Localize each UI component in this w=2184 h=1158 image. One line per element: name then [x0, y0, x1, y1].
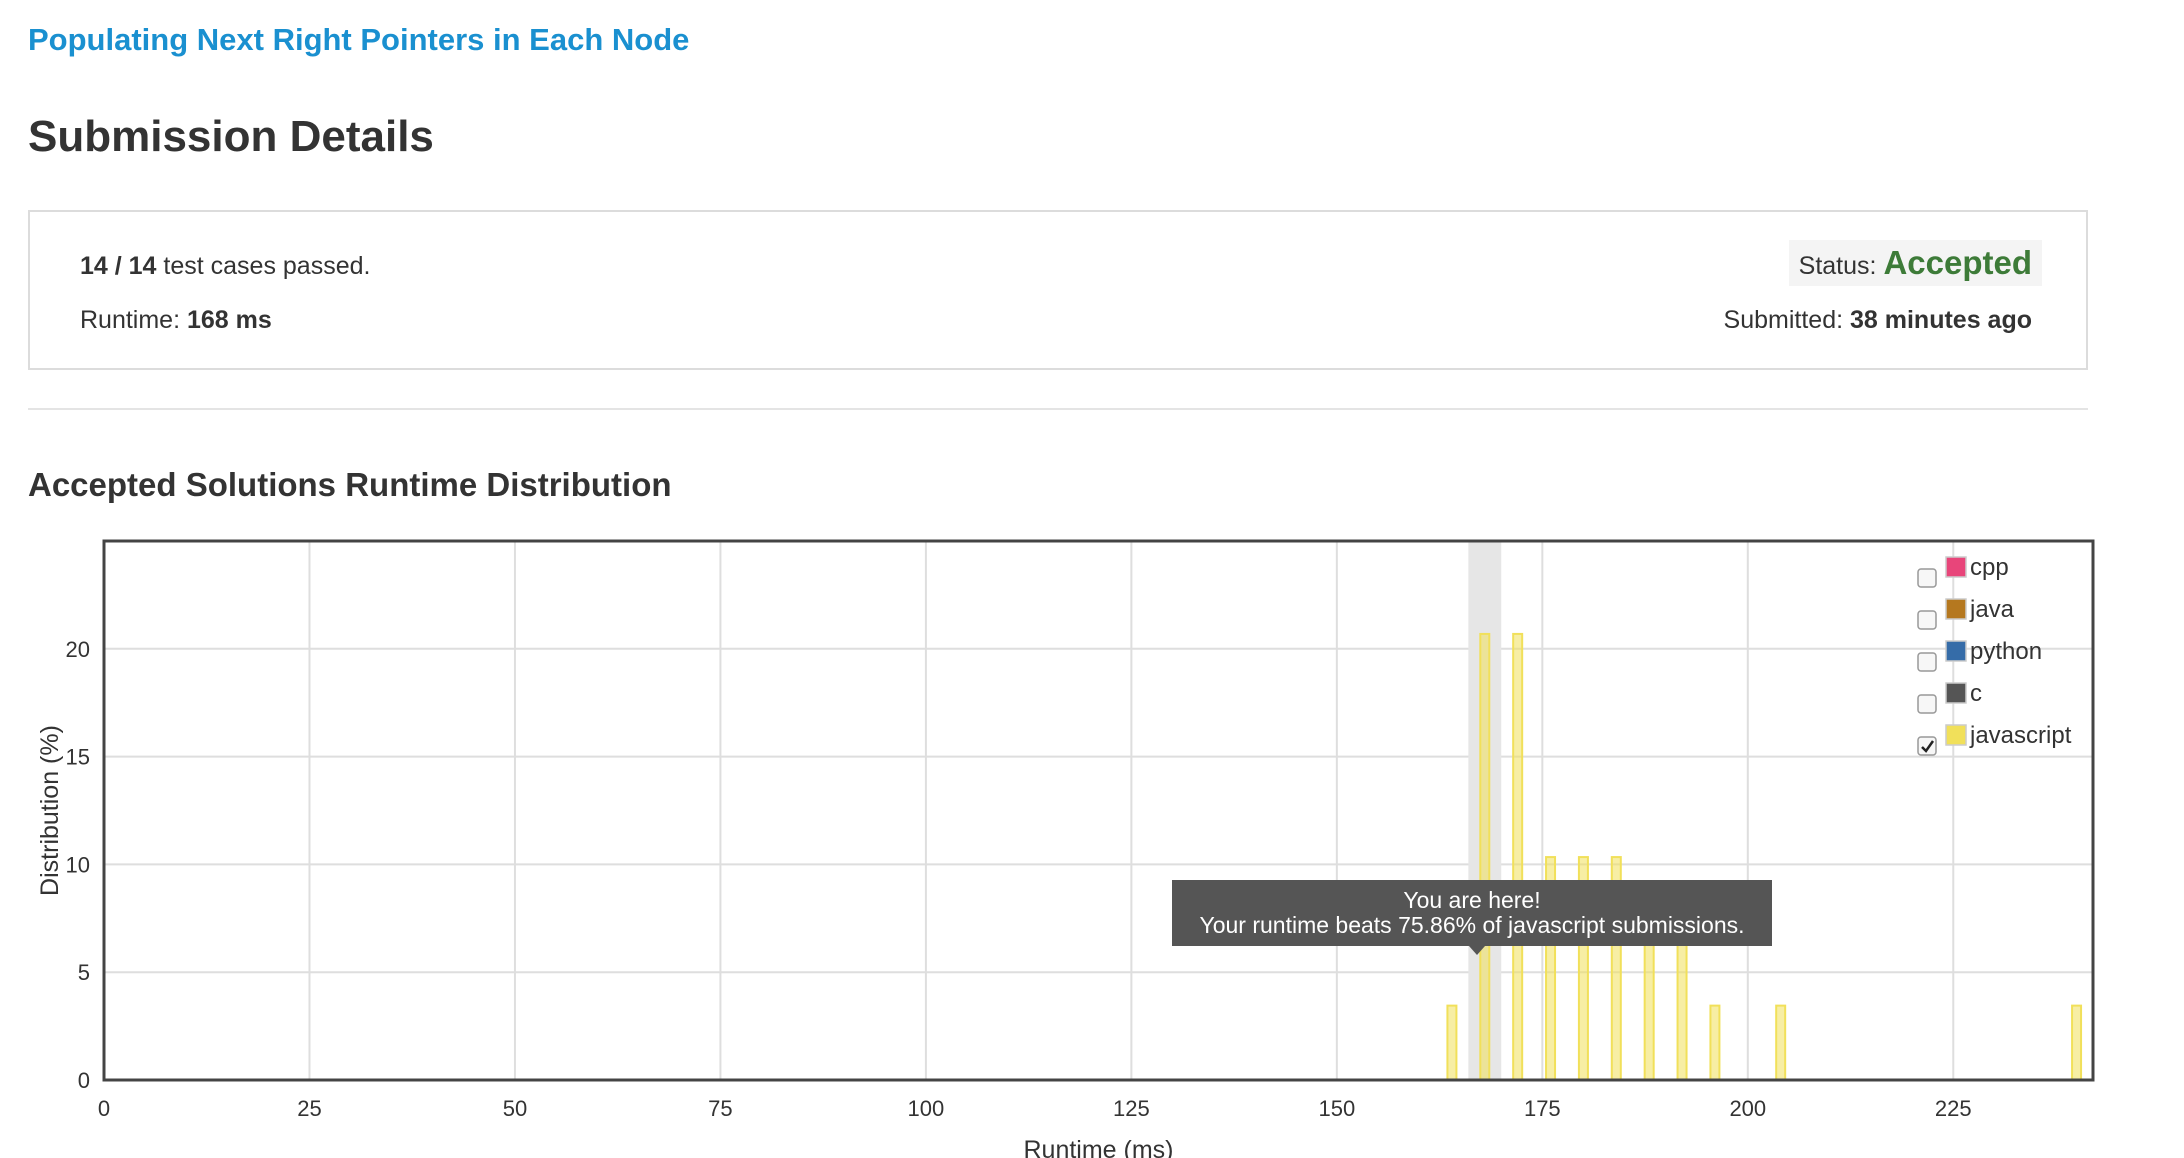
- status-badge: Accepted: [1883, 244, 2032, 281]
- bar-javascript: [1775, 1004, 1787, 1081]
- bar-javascript: [1709, 1004, 1721, 1081]
- y-tick-label: 0: [78, 1068, 90, 1093]
- tooltip-pointer: [1469, 946, 1485, 955]
- bar-javascript: [1676, 930, 1688, 1082]
- checkmark-icon: [1921, 740, 1935, 753]
- legend-label-javascript: javascript: [1969, 722, 2072, 749]
- runtime-label: Runtime:: [80, 306, 181, 334]
- legend-swatch-java: [1945, 598, 1967, 620]
- tooltip-title: You are here!: [1403, 887, 1541, 913]
- x-tick-label: 200: [1729, 1096, 1766, 1121]
- legend-item-python: python: [1917, 638, 2042, 672]
- chart-legend: cpp java python c javascript: [1917, 554, 2072, 756]
- runtime-line: Runtime: 168 ms: [80, 306, 272, 335]
- plot-frame: [102, 539, 2095, 1082]
- y-tick-label: 10: [66, 852, 90, 877]
- legend-label-c: c: [1970, 680, 1982, 707]
- legend-swatch-python: [1945, 640, 1967, 662]
- legend-label-python: python: [1970, 638, 2042, 665]
- y-axis-label: Distribution (%): [36, 725, 64, 896]
- legend-checkbox-javascript[interactable]: [1917, 736, 1937, 756]
- submitted-value: 38 minutes ago: [1850, 306, 2032, 334]
- x-tick-label: 150: [1318, 1096, 1355, 1121]
- section-divider: [28, 408, 2088, 410]
- y-tick-label: 15: [66, 745, 90, 770]
- bar-javascript: [1512, 632, 1524, 1081]
- problem-title-link[interactable]: Populating Next Right Pointers in Each N…: [28, 22, 690, 57]
- submitted-label: Submitted:: [1723, 306, 1844, 334]
- runtime-value: 168 ms: [187, 306, 272, 334]
- passed-suffix: test cases passed.: [163, 252, 371, 280]
- legend-checkbox-python[interactable]: [1917, 652, 1937, 672]
- page-title: Submission Details: [28, 112, 434, 161]
- legend-label-cpp: cpp: [1970, 554, 2009, 581]
- x-axis-label: Runtime (ms): [1023, 1136, 1173, 1158]
- legend-checkbox-cpp[interactable]: [1917, 568, 1937, 588]
- submission-summary-panel: 14 / 14 test cases passed. Runtime: 168 …: [28, 210, 2088, 370]
- bar-javascript: [2071, 1004, 2083, 1081]
- legend-item-cpp: cpp: [1917, 554, 2009, 588]
- bar-javascript: [1643, 930, 1655, 1082]
- bar-javascript: [1446, 1004, 1458, 1081]
- chart-grid: [103, 541, 2093, 1081]
- legend-label-java: java: [1969, 596, 2015, 623]
- legend-checkbox-java[interactable]: [1917, 610, 1937, 630]
- x-tick-label: 100: [908, 1096, 945, 1121]
- x-tick-label: 225: [1935, 1096, 1972, 1121]
- x-tick-label: 175: [1524, 1096, 1561, 1121]
- legend-checkbox-c[interactable]: [1917, 694, 1937, 714]
- passed-count: 14 / 14: [80, 252, 157, 280]
- y-tick-label: 20: [66, 637, 90, 662]
- x-tick-label: 50: [503, 1096, 527, 1121]
- x-tick-label: 0: [98, 1096, 110, 1121]
- legend-swatch-javascript: [1945, 724, 1967, 746]
- submitted-line: Submitted: 38 minutes ago: [1724, 306, 2032, 335]
- legend-item-c: c: [1917, 680, 1982, 714]
- plot-background: [104, 541, 2093, 1080]
- status-label: Status:: [1798, 252, 1877, 280]
- legend-swatch-cpp: [1945, 556, 1967, 578]
- bar-javascript: [1479, 632, 1491, 1081]
- x-tick-label: 25: [297, 1096, 321, 1121]
- you-are-here-tooltip: You are here! Your runtime beats 75.86% …: [1172, 880, 1772, 946]
- status-line: Status: Accepted: [1788, 240, 2042, 286]
- chart-title: Accepted Solutions Runtime Distribution: [28, 466, 672, 503]
- y-tick-label: 5: [78, 960, 90, 985]
- legend-item-javascript: javascript: [1917, 722, 2072, 756]
- x-tick-label: 75: [708, 1096, 732, 1121]
- tooltip-message: Your runtime beats 75.86% of javascript …: [1199, 912, 1745, 938]
- legend-item-java: java: [1917, 596, 2015, 630]
- chart-ticks: 0 25 50 75 100 125 150 175 200 225 0 5 10 15 20: [66, 637, 1972, 1121]
- test-cases-line: 14 / 14 test cases passed.: [80, 252, 370, 281]
- legend-swatch-c: [1945, 682, 1967, 704]
- x-tick-label: 125: [1113, 1096, 1150, 1121]
